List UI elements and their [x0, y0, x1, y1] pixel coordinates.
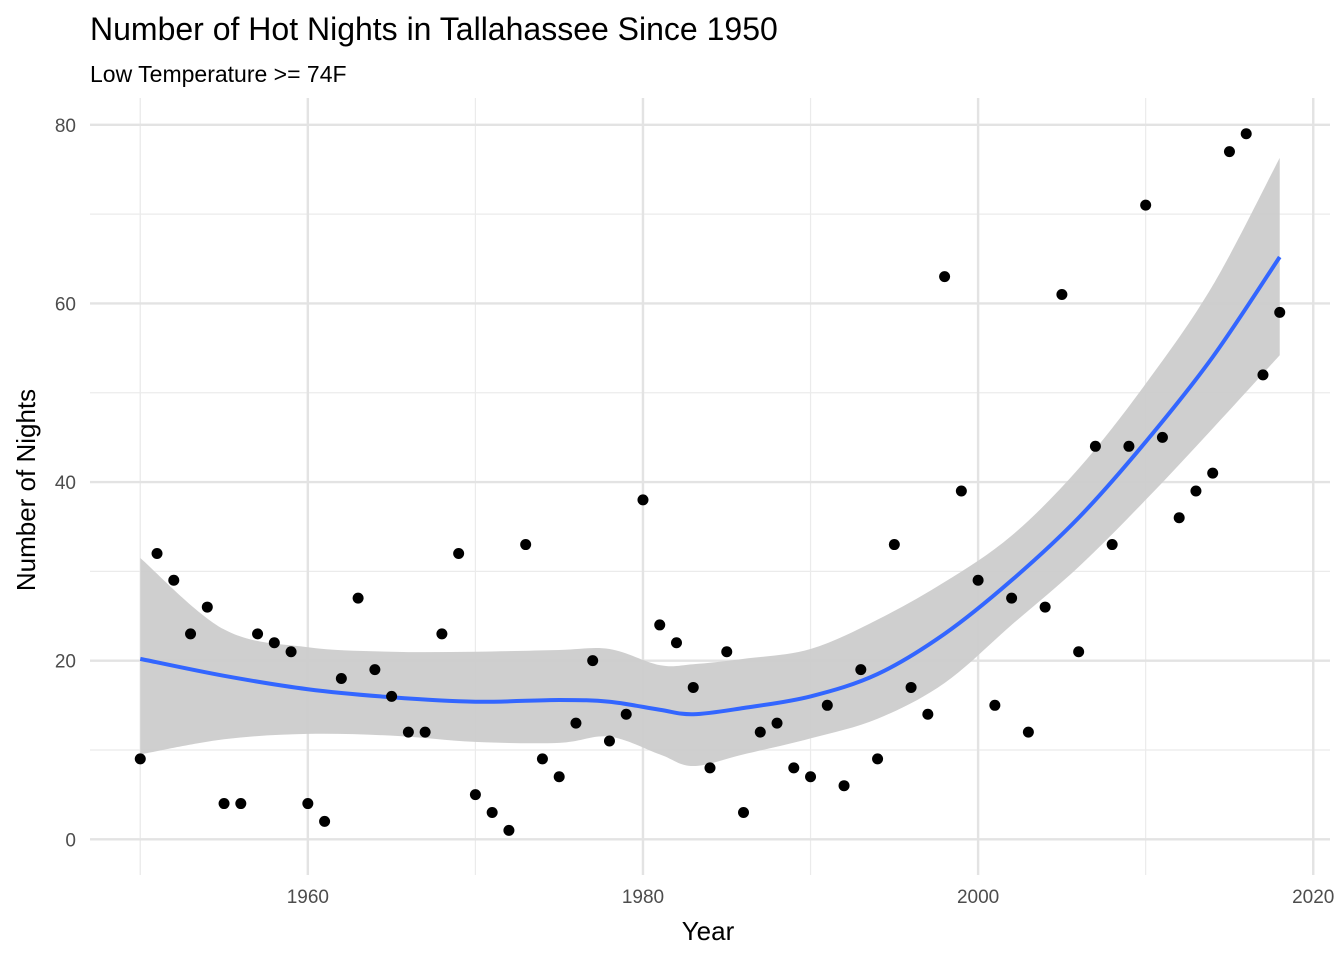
data-point: [151, 547, 163, 559]
data-point: [805, 771, 817, 783]
data-point: [771, 717, 783, 729]
data-point: [972, 574, 984, 586]
x-tick-label: 2020: [1292, 887, 1334, 908]
data-point: [235, 798, 247, 810]
data-point: [620, 708, 632, 720]
data-points: [134, 128, 1286, 836]
data-point: [704, 762, 716, 774]
data-point: [855, 664, 867, 676]
y-tick-label: 60: [55, 294, 76, 315]
data-point: [955, 485, 967, 497]
data-point: [1240, 128, 1252, 140]
data-point: [1173, 512, 1185, 524]
x-tick-label: 1960: [287, 887, 329, 908]
data-point: [570, 717, 582, 729]
y-tick-label: 20: [55, 652, 76, 673]
data-point: [168, 574, 180, 586]
data-point: [386, 690, 398, 702]
data-point: [486, 806, 498, 818]
data-point: [1223, 146, 1235, 158]
y-tick-label: 0: [65, 830, 76, 851]
data-point: [905, 681, 917, 693]
data-point: [587, 655, 599, 667]
confidence-band: [140, 157, 1280, 767]
y-axis-title: Number of Nights: [11, 389, 41, 591]
major-gridlines: [90, 98, 1330, 875]
data-point: [185, 628, 197, 640]
data-point: [1190, 485, 1202, 497]
data-point: [788, 762, 800, 774]
data-point: [1140, 199, 1152, 211]
data-point: [402, 726, 414, 738]
data-point: [352, 592, 364, 604]
data-point: [419, 726, 431, 738]
y-tick-labels: 0 20 40 60 80: [55, 116, 76, 851]
data-point: [838, 780, 850, 792]
data-point: [134, 753, 146, 765]
data-point: [218, 798, 230, 810]
data-point: [1207, 467, 1219, 479]
data-point: [654, 619, 666, 631]
chart-subtitle: Low Temperature >= 74F: [90, 61, 347, 87]
x-axis-title: Year: [682, 916, 735, 946]
data-point: [1257, 369, 1269, 381]
data-point: [1089, 440, 1101, 452]
data-point: [553, 771, 565, 783]
data-point: [252, 628, 264, 640]
data-point: [285, 646, 297, 658]
data-point: [1274, 306, 1286, 318]
data-point: [922, 708, 934, 720]
data-point: [821, 699, 833, 711]
data-point: [687, 681, 699, 693]
data-point: [754, 726, 766, 738]
x-tick-labels: 1960 1980 2000 2020: [287, 887, 1335, 908]
data-point: [469, 789, 481, 801]
data-point: [436, 628, 448, 640]
data-point: [1006, 592, 1018, 604]
data-point: [1123, 440, 1135, 452]
confidence-band-group: [140, 157, 1280, 767]
smooth-line: [139, 255, 1282, 717]
data-point: [888, 539, 900, 551]
data-point: [319, 815, 331, 827]
data-point: [721, 646, 733, 658]
data-point: [989, 699, 1001, 711]
data-point: [637, 494, 649, 506]
smooth-line-group: [139, 255, 1282, 717]
data-point: [302, 798, 314, 810]
data-point: [335, 673, 347, 685]
data-point: [603, 735, 615, 747]
data-point: [520, 539, 532, 551]
data-point: [369, 664, 381, 676]
data-point: [670, 637, 682, 649]
data-point: [738, 806, 750, 818]
data-point: [1106, 539, 1118, 551]
x-tick-label: 2000: [957, 887, 999, 908]
data-point: [1022, 726, 1034, 738]
data-point: [939, 271, 951, 283]
chart-title: Number of Hot Nights in Tallahassee Sinc…: [90, 11, 778, 47]
y-tick-label: 40: [55, 473, 76, 494]
data-point: [201, 601, 213, 613]
data-point: [1073, 646, 1085, 658]
data-point: [268, 637, 280, 649]
y-tick-label: 80: [55, 116, 76, 137]
data-point: [536, 753, 548, 765]
data-point: [453, 547, 465, 559]
data-point: [503, 824, 515, 836]
data-point: [1056, 288, 1068, 300]
x-tick-label: 1980: [622, 887, 664, 908]
data-point: [1039, 601, 1051, 613]
data-point: [872, 753, 884, 765]
data-point: [1156, 431, 1168, 443]
